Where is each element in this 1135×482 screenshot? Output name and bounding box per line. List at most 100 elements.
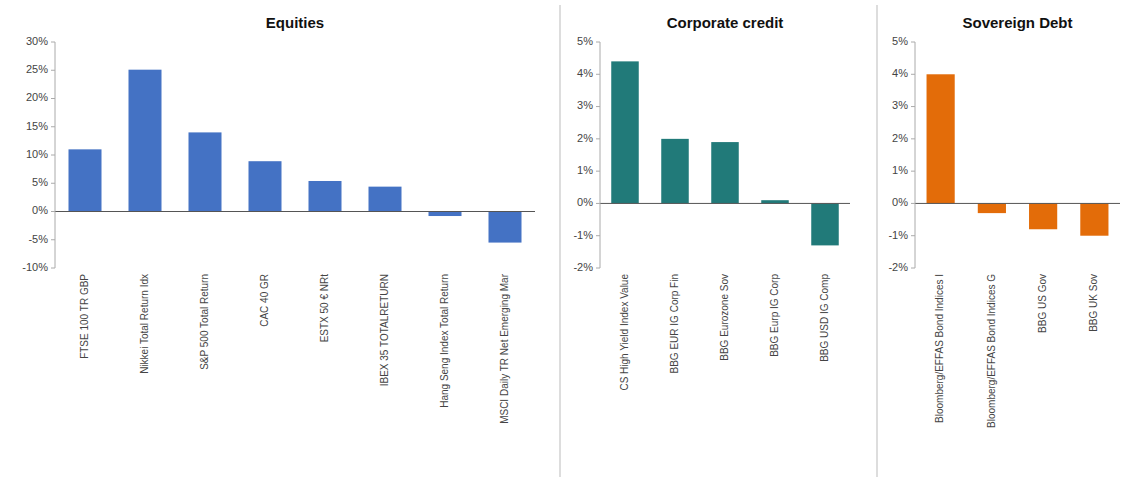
y-tick-label: 3% — [892, 99, 908, 111]
panel-divider — [560, 5, 561, 477]
y-tick-label: -1% — [573, 229, 593, 241]
bar — [927, 74, 955, 203]
y-tick-label: 1% — [892, 164, 908, 176]
bar — [1080, 203, 1108, 235]
x-tick-label: Bloomberg/EFFAS Bond Indices I — [934, 274, 945, 423]
y-tick — [51, 268, 55, 269]
y-tick-label: 20% — [26, 91, 48, 103]
y-tick — [596, 138, 600, 139]
x-tick-label: BBG EUR IG Corp Fin — [669, 274, 680, 373]
bar-panel: -2% -1% 0% 1% 2% 3% 4% 5% CS High Yield Index Va… — [573, 14, 850, 391]
y-tick-label: 5% — [32, 176, 48, 188]
y-tick — [911, 171, 915, 172]
y-tick-label: 2% — [577, 132, 593, 144]
x-tick-label: Nikkei Total Return Idx — [139, 274, 150, 374]
y-tick-label: 0% — [577, 196, 593, 208]
bar — [129, 70, 162, 212]
bar — [489, 212, 522, 243]
y-tick — [51, 183, 55, 184]
bar — [69, 149, 102, 211]
x-tick-label: MSCI Daily TR Net Emerging Mar — [499, 273, 510, 424]
bar — [249, 161, 282, 211]
y-axis-line — [600, 42, 601, 268]
chart-title: Equities — [266, 14, 324, 31]
x-tick-label: BBG Eurp IG Corp — [769, 274, 780, 357]
bar — [711, 142, 739, 203]
bar-panel: -10% -5% 0% 5% 10% 15% 20% 25% 30% FTSE 100 TR GB… — [22, 14, 535, 424]
y-tick — [596, 74, 600, 75]
x-tick-label: BBG Eurozone Sov — [719, 274, 730, 361]
y-tick — [51, 98, 55, 99]
y-tick — [911, 106, 915, 107]
bars — [69, 70, 522, 243]
y-tick-label: 0% — [32, 204, 48, 216]
y-tick — [51, 42, 55, 43]
chart-title: Corporate credit — [667, 14, 784, 31]
y-tick — [596, 106, 600, 107]
x-tick-label: Hang Seng Index Total Return — [439, 274, 450, 408]
y-tick — [596, 42, 600, 43]
y-tick — [51, 126, 55, 127]
bar — [369, 187, 402, 212]
x-tick-label: Bloomberg/EFFAS Bond Indices G — [986, 274, 997, 428]
x-tick-label: CS High Yield Index Value — [619, 274, 630, 391]
y-tick-label: 30% — [26, 35, 48, 47]
y-tick-label: -10% — [22, 261, 48, 273]
chart-figure: -10% -5% 0% 5% 10% 15% 20% 25% 30% FTSE 100 TR GB… — [0, 0, 1135, 482]
bar — [811, 203, 839, 245]
y-tick — [911, 203, 915, 204]
y-tick — [911, 235, 915, 236]
y-tick-label: 25% — [26, 63, 48, 75]
y-tick-label: 4% — [577, 67, 593, 79]
zero-line — [600, 203, 850, 204]
x-tick-label: BBG US Gov — [1037, 274, 1048, 333]
bar — [309, 181, 342, 212]
x-tick-label: ESTX 50 € NRt — [319, 274, 330, 343]
bar — [429, 212, 462, 217]
panel-divider — [877, 5, 878, 477]
x-tick-label: IBEX 35 TOTALRETURN — [379, 274, 390, 386]
y-tick — [51, 211, 55, 212]
y-tick-label: 10% — [26, 148, 48, 160]
bar-panel: -2% -1% 0% 1% 2% 3% 4% 5% Bloomberg/EFFAS Bond I… — [888, 14, 1120, 428]
y-tick — [911, 42, 915, 43]
y-tick — [51, 70, 55, 71]
y-tick-label: 4% — [892, 67, 908, 79]
y-tick — [596, 268, 600, 269]
zero-line — [55, 211, 535, 212]
bar — [1029, 203, 1057, 229]
bars — [927, 74, 1109, 235]
y-tick-label: -1% — [888, 229, 908, 241]
zero-line — [915, 203, 1120, 204]
y-tick — [596, 171, 600, 172]
x-tick-label: BBG USD IG Comp — [819, 274, 830, 362]
y-tick-label: -5% — [28, 233, 48, 245]
chart-title: Sovereign Debt — [962, 14, 1072, 31]
bar — [611, 61, 639, 203]
y-tick-label: 15% — [26, 120, 48, 132]
y-tick-label: 3% — [577, 99, 593, 111]
y-tick — [51, 155, 55, 156]
x-tick-label: FTSE 100 TR GBP — [79, 274, 90, 359]
bar — [661, 139, 689, 204]
y-tick — [51, 239, 55, 240]
y-tick-label: -2% — [573, 261, 593, 273]
y-axis-line — [915, 42, 916, 268]
x-tick-label: BBG UK Sov — [1088, 274, 1099, 332]
x-tick-label: CAC 40 GR — [259, 274, 270, 327]
y-tick — [596, 235, 600, 236]
bar — [189, 132, 222, 211]
y-tick-label: 5% — [577, 35, 593, 47]
y-tick-label: -2% — [888, 261, 908, 273]
y-tick — [911, 268, 915, 269]
bar — [978, 203, 1006, 213]
bars — [611, 61, 839, 245]
y-tick-label: 1% — [577, 164, 593, 176]
y-tick-label: 5% — [892, 35, 908, 47]
y-tick — [911, 138, 915, 139]
y-tick-label: 2% — [892, 132, 908, 144]
y-tick-label: 0% — [892, 196, 908, 208]
y-tick — [596, 203, 600, 204]
y-tick — [911, 74, 915, 75]
x-tick-label: S&P 500 Total Return — [199, 274, 210, 370]
